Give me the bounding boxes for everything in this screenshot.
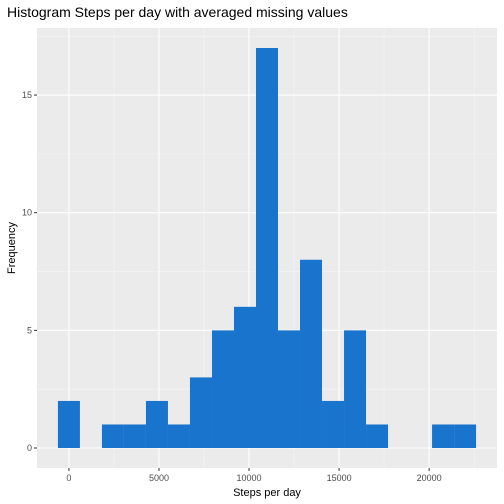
histogram-bar-18 <box>454 424 477 448</box>
y-axis-title: Frequency <box>6 222 18 274</box>
histogram-bar-17 <box>432 424 455 448</box>
histogram-bar-3 <box>123 424 146 448</box>
histogram-bars <box>57 48 477 448</box>
x-tick-label-1: 5000 <box>149 473 169 483</box>
histogram-bar-2 <box>101 424 124 448</box>
y-axis: 0 5 10 15 <box>22 90 37 453</box>
x-tick-label-0: 0 <box>66 473 71 483</box>
histogram-bar-11 <box>300 259 323 448</box>
histogram-bar-8 <box>233 306 256 448</box>
histogram-bar-0 <box>57 400 80 448</box>
histogram-bar-6 <box>189 377 212 448</box>
histogram-bar-5 <box>167 424 190 448</box>
x-tick-label-2: 10000 <box>237 473 262 483</box>
x-axis-title: Steps per day <box>233 487 301 499</box>
x-tick-label-4: 20000 <box>417 473 442 483</box>
histogram-bar-12 <box>322 400 345 448</box>
histogram-bar-9 <box>255 48 279 448</box>
y-tick-label-1: 5 <box>27 325 32 335</box>
histogram-bar-4 <box>145 400 168 448</box>
y-tick-label-2: 10 <box>22 208 32 218</box>
histogram-bar-10 <box>278 330 301 448</box>
histogram-bar-13 <box>344 330 367 448</box>
histogram-bar-7 <box>211 330 234 448</box>
histogram-bar-14 <box>366 424 389 448</box>
x-tick-label-3: 15000 <box>327 473 352 483</box>
x-axis: 0 5000 10000 15000 20000 <box>66 468 442 483</box>
chart-title: Histogram Steps per day with averaged mi… <box>7 4 348 20</box>
y-tick-label-0: 0 <box>27 443 32 453</box>
y-tick-label-3: 15 <box>22 90 32 100</box>
